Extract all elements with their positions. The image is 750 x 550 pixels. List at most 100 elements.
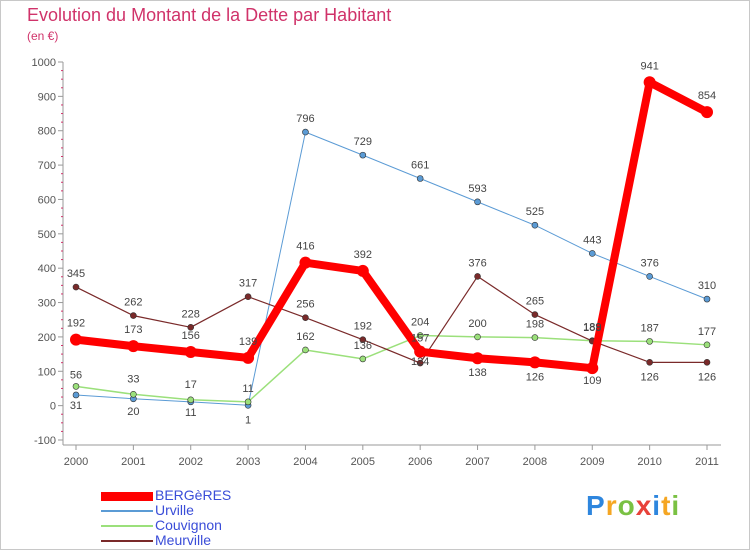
data-point-berg-res bbox=[184, 346, 197, 359]
logo-letter: x bbox=[635, 490, 653, 521]
data-label-berg-res: 392 bbox=[354, 249, 372, 261]
data-label-meurville: 188 bbox=[583, 322, 601, 334]
data-label-couvignon: 17 bbox=[185, 379, 197, 391]
data-label-couvignon: 204 bbox=[411, 317, 429, 329]
chart-subtitle: (en €) bbox=[27, 29, 59, 43]
y-tick-label: -100 bbox=[34, 435, 56, 447]
y-tick-label: 200 bbox=[38, 332, 56, 344]
data-label-meurville: 345 bbox=[67, 268, 85, 280]
axes: -100 0 100 200 300 400 500 600 700 800 900 1000 2000… bbox=[32, 57, 721, 468]
legend-item-couvignon: Couvignon bbox=[101, 517, 301, 533]
data-label-meurville: 126 bbox=[640, 371, 658, 383]
data-label-couvignon: 136 bbox=[354, 340, 372, 352]
legend-label: Couvignon bbox=[155, 517, 222, 533]
data-label-couvignon: 33 bbox=[127, 373, 139, 385]
data-point-urville bbox=[302, 128, 309, 136]
data-label-berg-res: 854 bbox=[698, 90, 716, 102]
data-point-berg-res bbox=[643, 76, 656, 89]
data-label-meurville: 256 bbox=[296, 299, 314, 311]
data-label-meurville: 317 bbox=[239, 278, 257, 290]
proxiti-logo: Proxiti bbox=[586, 490, 680, 522]
data-label-couvignon: 198 bbox=[526, 319, 544, 331]
data-point-couvignon bbox=[244, 398, 252, 406]
data-point-berg-res bbox=[127, 340, 140, 353]
data-point-urville bbox=[72, 391, 80, 399]
data-point-couvignon bbox=[646, 338, 653, 345]
data-label-urville: 376 bbox=[640, 257, 658, 269]
data-label-meurville: 262 bbox=[124, 297, 142, 309]
data-label-urville: 729 bbox=[354, 136, 372, 148]
y-tick-label: 400 bbox=[38, 263, 56, 275]
legend-swatch bbox=[101, 491, 153, 501]
data-point-berg-res bbox=[701, 106, 713, 119]
data-point-couvignon bbox=[474, 333, 481, 341]
data-point-couvignon bbox=[302, 346, 309, 354]
data-label-urville: 443 bbox=[583, 234, 601, 246]
data-point-berg-res bbox=[356, 264, 369, 277]
series-line-urville bbox=[75, 131, 708, 406]
data-label-berg-res: 139 bbox=[239, 336, 257, 348]
data-label-urville: 796 bbox=[296, 113, 314, 125]
data-label-urville: 661 bbox=[411, 159, 429, 171]
data-point-urville bbox=[646, 273, 653, 280]
y-tick-label: 500 bbox=[38, 229, 56, 241]
logo-letter: t bbox=[661, 490, 672, 521]
series-lines bbox=[70, 76, 713, 409]
y-tick-label: 100 bbox=[38, 366, 56, 378]
logo-letter: i bbox=[671, 490, 681, 521]
y-tick-label: 800 bbox=[38, 126, 56, 138]
data-point-couvignon bbox=[187, 396, 195, 404]
x-tick-label: 2009 bbox=[580, 456, 604, 468]
data-label-meurville: 265 bbox=[526, 296, 544, 308]
legend-item-berg-res: BERGèRES bbox=[101, 487, 301, 503]
data-point-meurville bbox=[244, 293, 252, 301]
data-label-couvignon: 200 bbox=[468, 318, 486, 330]
data-label-meurville: 126 bbox=[698, 371, 716, 383]
data-point-meurville bbox=[416, 359, 424, 367]
data-point-berg-res bbox=[299, 256, 312, 269]
data-point-couvignon bbox=[359, 355, 367, 363]
data-point-berg-res bbox=[414, 345, 427, 358]
data-label-urville: 525 bbox=[526, 206, 544, 218]
data-point-urville bbox=[588, 250, 596, 257]
series-line-couvignon bbox=[75, 334, 708, 403]
y-tick-label: 0 bbox=[50, 401, 56, 413]
x-tick-label: 2003 bbox=[236, 456, 260, 468]
data-point-meurville bbox=[474, 273, 481, 280]
series-line-berg-res bbox=[72, 78, 711, 373]
data-label-meurville: 192 bbox=[354, 321, 372, 333]
data-point-meurville bbox=[187, 323, 195, 331]
data-point-meurville bbox=[130, 312, 137, 319]
x-tick-label: 2005 bbox=[351, 456, 375, 468]
data-label-meurville: 376 bbox=[468, 257, 486, 269]
data-point-berg-res bbox=[471, 352, 484, 365]
data-label-berg-res: 941 bbox=[640, 60, 658, 72]
y-tick-label: 1000 bbox=[32, 57, 56, 69]
data-label-urville: 310 bbox=[698, 280, 716, 292]
data-label-couvignon: 177 bbox=[698, 326, 716, 338]
data-label-couvignon: 56 bbox=[70, 369, 82, 381]
data-point-couvignon bbox=[72, 383, 80, 390]
data-point-meurville bbox=[703, 359, 711, 366]
data-point-couvignon bbox=[703, 341, 711, 349]
data-label-meurville: 124 bbox=[411, 356, 429, 368]
logo-letter: P bbox=[586, 490, 606, 521]
data-label-couvignon: 11 bbox=[242, 383, 253, 395]
legend-label: BERGèRES bbox=[155, 487, 232, 503]
data-label-berg-res: 416 bbox=[296, 241, 314, 253]
data-label-berg-res: 157 bbox=[411, 333, 429, 345]
x-tick-label: 2007 bbox=[465, 456, 489, 468]
data-point-couvignon bbox=[130, 390, 137, 398]
y-tick-label: 600 bbox=[38, 194, 56, 206]
legend-swatch bbox=[101, 524, 153, 528]
data-point-meurville bbox=[302, 314, 309, 321]
data-label-couvignon: 187 bbox=[640, 322, 658, 334]
data-point-urville bbox=[703, 295, 711, 303]
data-point-berg-res bbox=[242, 351, 255, 364]
x-tick-label: 2002 bbox=[178, 456, 202, 468]
logo-letter: r bbox=[605, 490, 618, 521]
data-label-urville: 11 bbox=[185, 407, 196, 419]
data-label-urville: 20 bbox=[127, 406, 139, 418]
